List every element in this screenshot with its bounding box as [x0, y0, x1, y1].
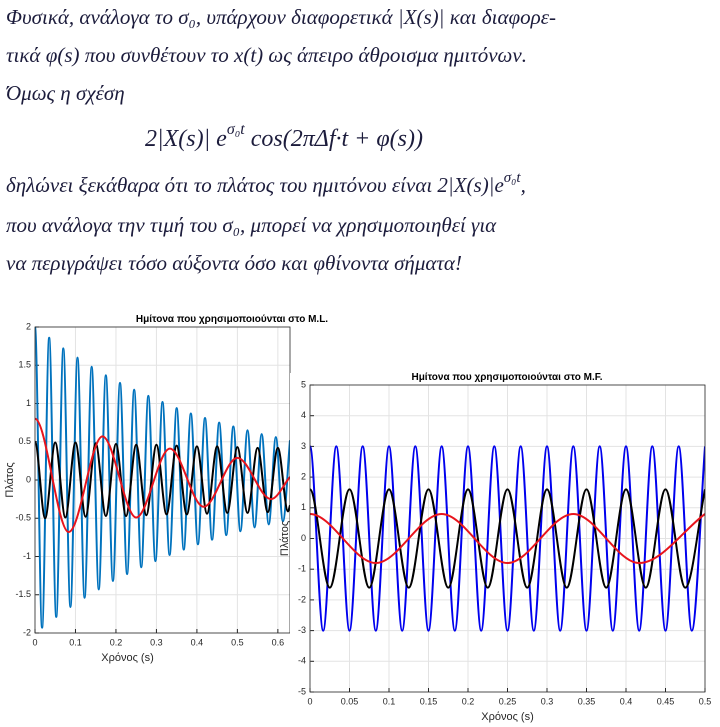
plot-lines — [35, 327, 290, 629]
x-tick-label: 0.2 — [110, 637, 123, 647]
y-tick-label: 2 — [301, 471, 306, 481]
equation: 2|X(s)| eσ₀t cos(2πΔf·t + φ(s)) — [145, 121, 423, 152]
y-tick-label: -1 — [298, 564, 306, 574]
y-tick-label: 4 — [301, 410, 306, 420]
y-tick-label: -0.5 — [15, 513, 31, 523]
series-line — [310, 445, 705, 632]
note-text: , — [521, 173, 526, 197]
series-line — [35, 327, 290, 629]
note-sup: σ₀t — [504, 170, 522, 186]
note-line: Φυσικά, ανάλογα το σ₀, υπάρχουν διαφορετ… — [6, 5, 556, 29]
x-tick-label: 0 — [307, 696, 312, 706]
note-text: δηλώνει ξεκάθαρα ότι το πλάτος του ημιτό… — [6, 173, 504, 197]
y-tick-label: 5 — [301, 379, 306, 389]
y-axis-label: Πλάτος — [4, 462, 16, 497]
equation-main: 2|X(s)| e — [145, 126, 227, 152]
chart-title: Ημίτονα που χρησιμοποιούνται στο M.L. — [136, 314, 328, 325]
axes-frame — [309, 384, 706, 693]
x-tick-label: 0.3 — [150, 637, 163, 647]
y-tick-label: 2 — [26, 321, 31, 331]
y-tick-label: -2 — [23, 627, 31, 637]
note-line: που ανάλογα την τιμή του σ₀, μπορεί να χ… — [6, 213, 497, 237]
x-tick-label: 0.25 — [499, 696, 517, 706]
x-tick-label: 0.3 — [541, 696, 554, 706]
x-tick-label: 0.1 — [69, 637, 82, 647]
x-tick-label: 0.1 — [383, 696, 396, 706]
x-tick-label: 0.2 — [462, 696, 475, 706]
y-tick-label: 1 — [301, 502, 306, 512]
chart-title: Ημίτονα που χρησιμοποιούνται στο M.F. — [411, 372, 602, 383]
x-tick-label: 0.45 — [657, 696, 675, 706]
x-tick-label: 0.4 — [620, 696, 633, 706]
y-tick-label: 0 — [301, 533, 306, 543]
plot-lines — [310, 445, 705, 632]
y-tick-label: -1 — [23, 551, 31, 561]
note-line: να περιγράψει τόσο αύξοντα όσο και φθίνο… — [6, 251, 462, 275]
note-line: τικά φ(s) που συνθέτουν το x(t) ως άπειρ… — [6, 43, 527, 67]
y-tick-label: -2 — [298, 594, 306, 604]
y-axis-label: Πλάτος — [279, 521, 291, 556]
x-tick-label: 0.4 — [191, 637, 204, 647]
y-tick-label: -1.5 — [15, 589, 31, 599]
y-tick-label: 1 — [26, 398, 31, 408]
series-line — [310, 488, 705, 589]
note-line: δηλώνει ξεκάθαρα ότι το πλάτος του ημιτό… — [6, 170, 526, 197]
x-tick-label: 0 — [32, 637, 37, 647]
x-tick-label: 0.15 — [420, 696, 438, 706]
equation-rest: cos(2πΔf·t + φ(s)) — [245, 126, 423, 152]
series-line — [35, 417, 290, 534]
x-tick-label: 0.5 — [231, 637, 244, 647]
y-tick-label: 3 — [301, 441, 306, 451]
note-line: Όμως η σχέση — [6, 81, 125, 105]
x-tick-label: 0.35 — [578, 696, 596, 706]
y-tick-label: -5 — [298, 686, 306, 696]
x-axis-label: Χρόνος (s) — [101, 652, 154, 664]
equation-sup: σ₀t — [227, 121, 245, 138]
x-tick-label: 0.6 — [272, 637, 285, 647]
y-tick-label: -4 — [298, 656, 306, 666]
y-tick-label: 1.5 — [18, 360, 31, 370]
x-tick-label: 0.05 — [341, 696, 359, 706]
series-line — [35, 440, 290, 520]
y-tick-label: -3 — [298, 625, 306, 635]
y-tick-label: 0 — [26, 474, 31, 484]
x-tick-label: 0.5 — [699, 696, 712, 706]
x-axis-label: Χρόνος (s) — [481, 711, 534, 723]
series-line — [310, 512, 705, 565]
y-tick-label: 0.5 — [18, 436, 31, 446]
